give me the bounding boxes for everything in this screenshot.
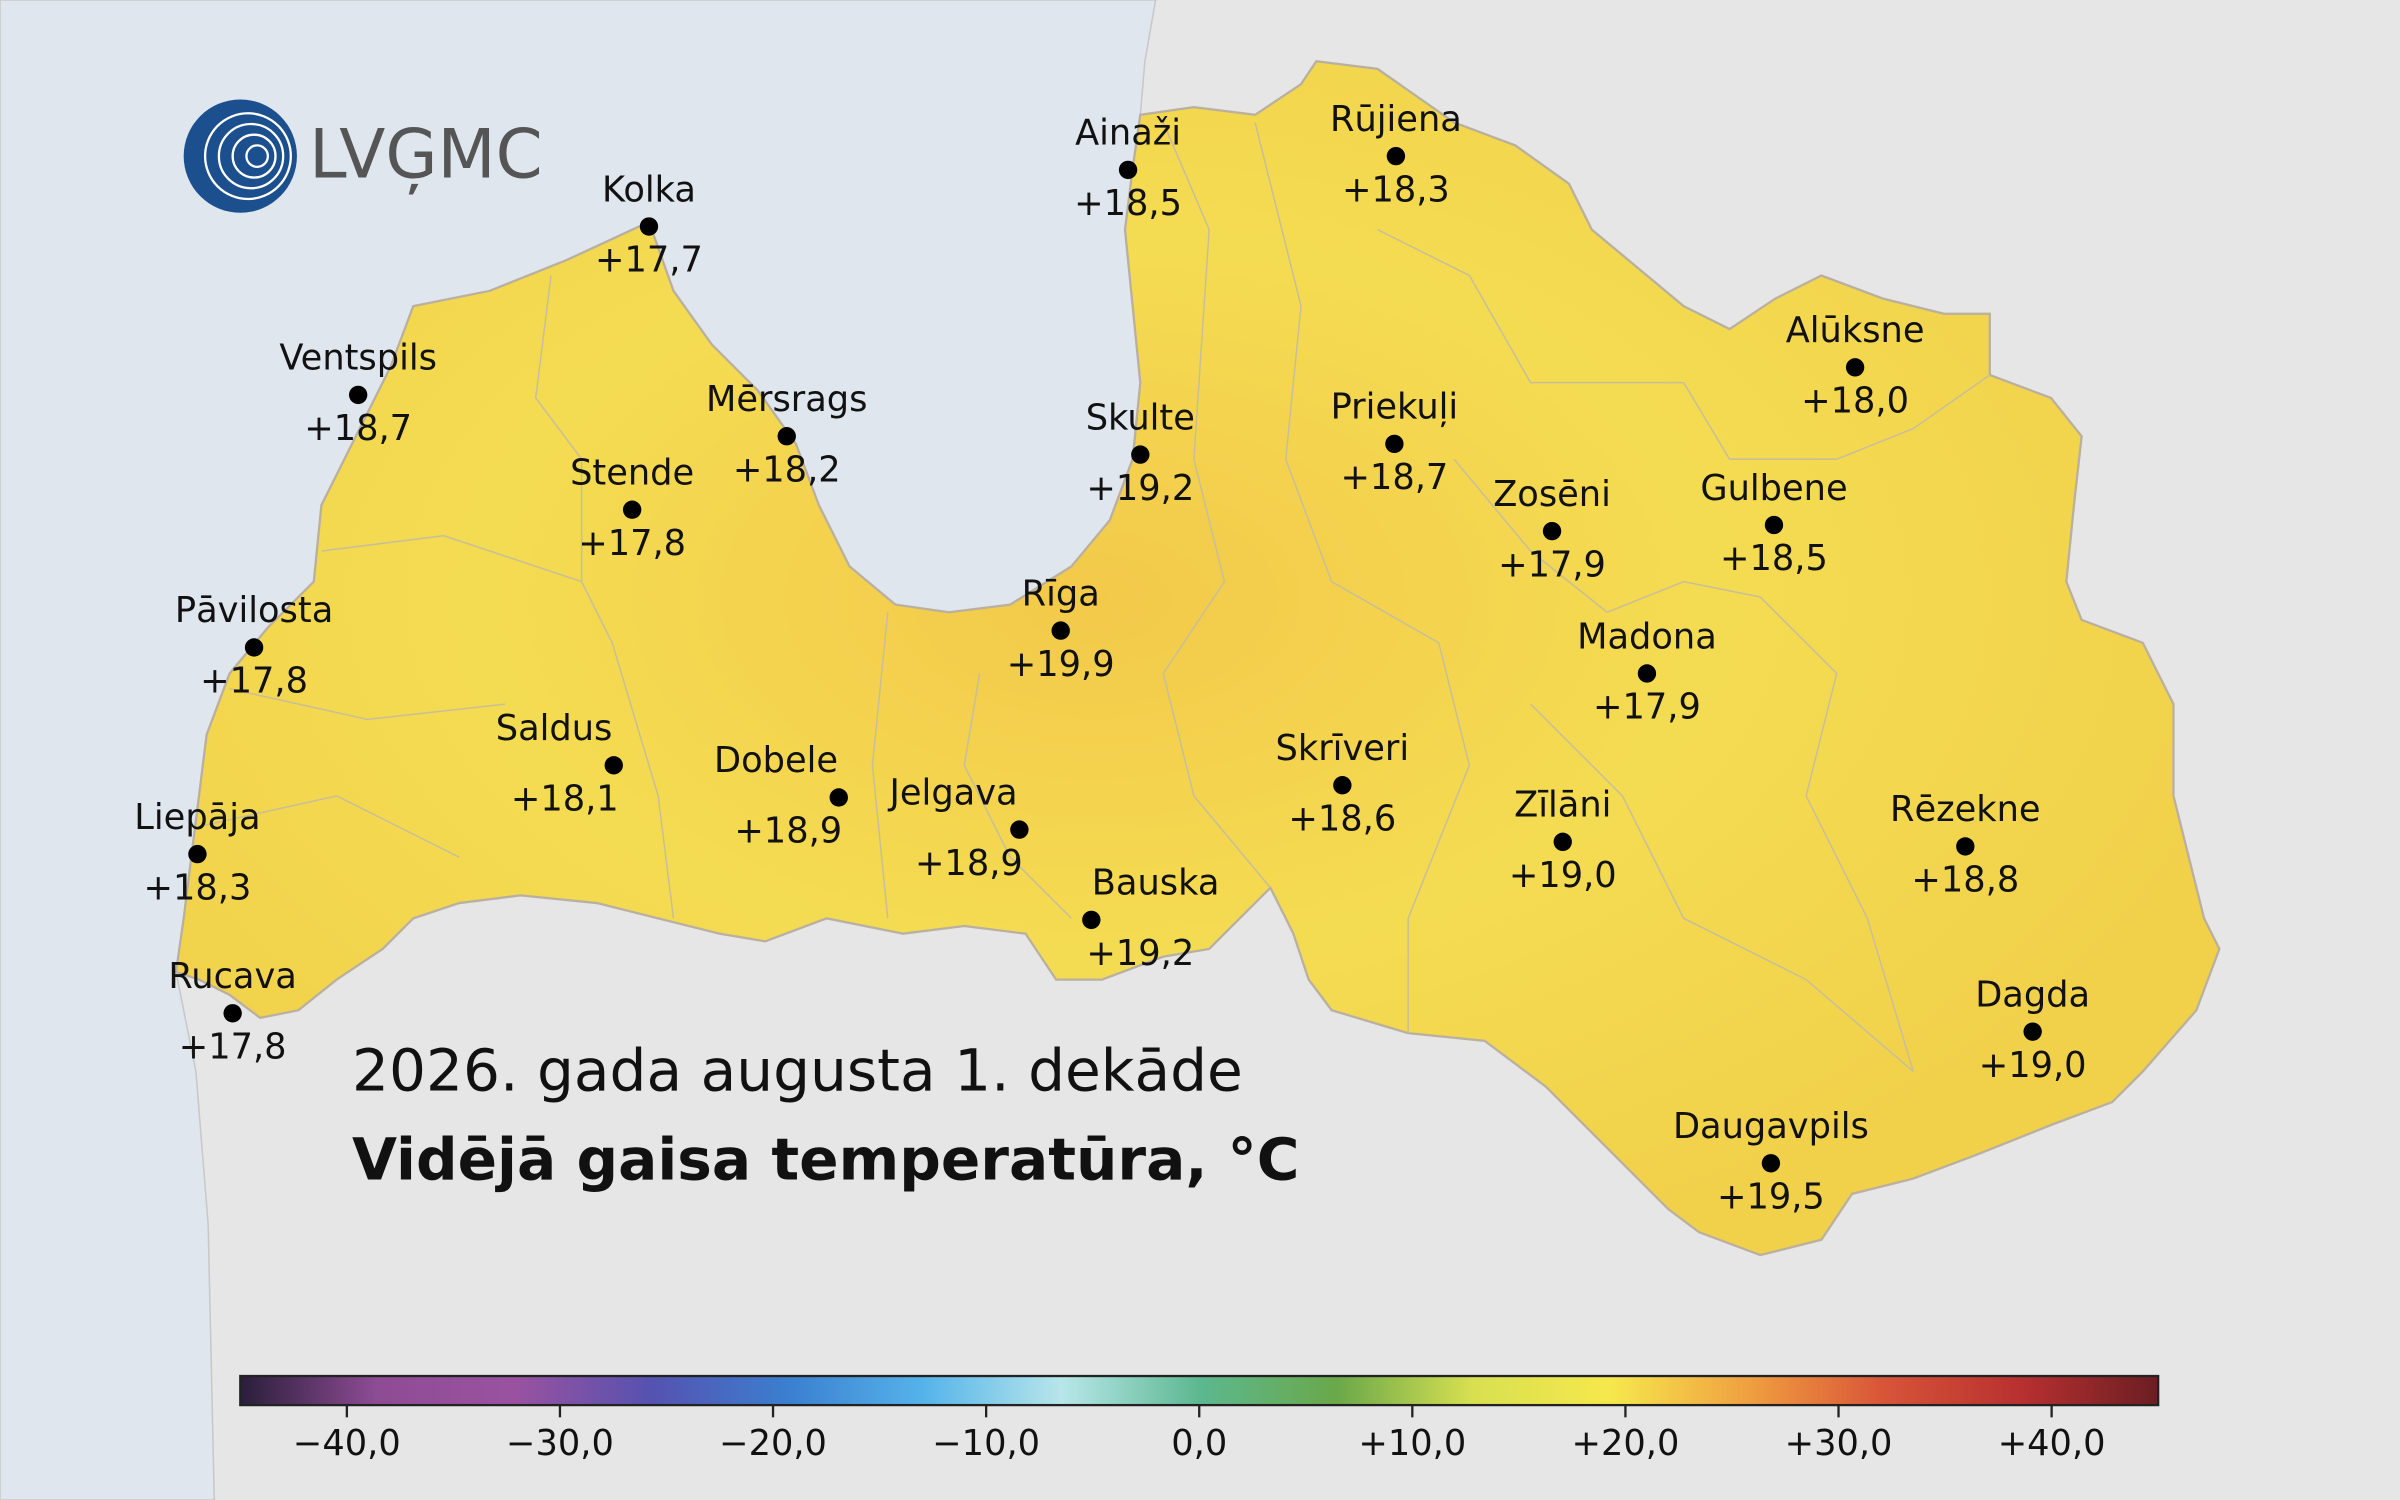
station-temperature: +18,7 [304, 408, 412, 449]
station-dot [829, 788, 848, 807]
station-name: Stende [570, 452, 694, 493]
station-dot [1542, 521, 1562, 541]
station-dot [348, 385, 368, 405]
station-dot [1118, 160, 1138, 180]
station-temperature: +17,8 [578, 523, 686, 564]
logo-rings [203, 112, 292, 201]
color-bar [239, 1374, 2160, 1407]
station-dot [1333, 776, 1352, 795]
station-temperature: +17,8 [200, 661, 308, 702]
station-temperature: +18,1 [511, 779, 619, 820]
station-temperature: +19,2 [1086, 933, 1194, 974]
color-tick-label: −30,0 [506, 1423, 614, 1464]
station-temperature: +18,9 [734, 811, 842, 852]
station-dot [1386, 146, 1406, 166]
station-dot [244, 638, 264, 657]
station-name: Priekuļi [1331, 387, 1459, 428]
station-dot [188, 844, 207, 864]
station-temperature: +17,9 [1498, 544, 1606, 585]
station-temperature: +18,9 [915, 843, 1023, 884]
station-temperature: +17,9 [1593, 687, 1701, 728]
station-dot [1010, 820, 1029, 839]
station-name: Dobele [714, 740, 838, 781]
station-name: Skulte [1086, 397, 1195, 438]
station-name: Skrīveri [1276, 728, 1410, 769]
map-title: 2026. gada augusta 1. dekāde [352, 1037, 1243, 1105]
latvia [174, 59, 2221, 1257]
station-temperature: +18,5 [1074, 183, 1182, 224]
station-dot [1553, 832, 1572, 852]
color-tick-label: 0,0 [1171, 1423, 1227, 1464]
logo-text: LVĢMC [309, 115, 542, 195]
station-dot [1764, 515, 1784, 535]
station-dot [1845, 358, 1865, 377]
color-tick-label: −40,0 [293, 1423, 401, 1464]
station-name: Madona [1577, 616, 1717, 657]
station-temperature: +18,0 [1801, 381, 1909, 422]
logo-icon [183, 99, 297, 213]
station-dot [777, 427, 796, 446]
station-dot [1082, 910, 1101, 930]
station-temperature: +18,3 [144, 867, 252, 908]
logo: LVĢMC [183, 99, 543, 213]
station-name: Jelgava [888, 772, 1018, 813]
map-subtitle: Vidējā gaisa temperatūra, °C [352, 1125, 1299, 1193]
station-name: Mērsrags [706, 379, 868, 420]
station-temperature: +18,7 [1340, 457, 1448, 498]
station-name: Ainaži [1075, 113, 1181, 154]
station-name: Saldus [496, 708, 613, 749]
station-temperature: +18,8 [1911, 860, 2019, 901]
station-dot [2023, 1022, 2042, 1041]
station-temperature: +18,2 [733, 449, 841, 490]
color-tick-label: +40,0 [1998, 1423, 2106, 1464]
station-dot [1956, 837, 1975, 856]
station-dot [604, 756, 623, 775]
color-tick-label: −10,0 [932, 1423, 1040, 1464]
station-temperature: +18,6 [1288, 798, 1396, 839]
color-legend: −40,0 −30,0 −20,0 −10,0 0,0 +10,0 +20,0 +30,0 +4… [239, 1374, 2160, 1464]
station-temperature: +19,2 [1086, 468, 1194, 509]
station-name: Pāvilosta [175, 590, 333, 631]
station-temperature: +18,5 [1720, 538, 1828, 579]
station-name: Zosēni [1493, 474, 1611, 515]
station-name: Daugavpils [1673, 1106, 1869, 1147]
station-dot [1385, 434, 1404, 454]
station-temperature: +19,0 [1979, 1045, 2087, 1086]
station-temperature: +17,8 [179, 1026, 287, 1067]
station-name: Zīlāni [1514, 785, 1611, 826]
station-dot [639, 217, 659, 236]
station-name: Dagda [1975, 974, 2090, 1015]
station-name: Alūksne [1786, 310, 1925, 351]
station-name: Rucava [168, 956, 296, 997]
station-temperature: +19,5 [1717, 1176, 1825, 1217]
station-dot [1761, 1154, 1781, 1173]
station-name: Gulbene [1700, 468, 1847, 509]
station-name: Rēzekne [1890, 789, 2041, 830]
station-dot [223, 1004, 242, 1023]
station-name: Kolka [602, 169, 696, 210]
stations: Ainaži +18,5 Rūjiena +18,3 Kolka +17,7 Ventspi… [134, 99, 2090, 1218]
color-tick-label: +10,0 [1358, 1423, 1466, 1464]
station-dot [1051, 621, 1070, 640]
station-temperature: +19,9 [1007, 644, 1115, 685]
station-temperature: +18,3 [1342, 169, 1450, 210]
station-name: Ventspils [279, 338, 437, 379]
color-tick-label: −20,0 [719, 1423, 827, 1464]
station-dot [622, 500, 642, 519]
station-name: Liepāja [134, 797, 260, 838]
station-name: Bauska [1092, 863, 1220, 904]
station-name: Rīga [1022, 573, 1100, 614]
station-name: Rūjiena [1330, 99, 1462, 140]
borders [198, 122, 1991, 1073]
station-dot [1131, 445, 1150, 464]
color-tick-label: +30,0 [1785, 1423, 1893, 1464]
color-tick-label: +20,0 [1572, 1423, 1680, 1464]
station-dot [1637, 664, 1657, 683]
station-temperature: +19,0 [1509, 855, 1617, 896]
station-temperature: +17,7 [595, 240, 703, 281]
